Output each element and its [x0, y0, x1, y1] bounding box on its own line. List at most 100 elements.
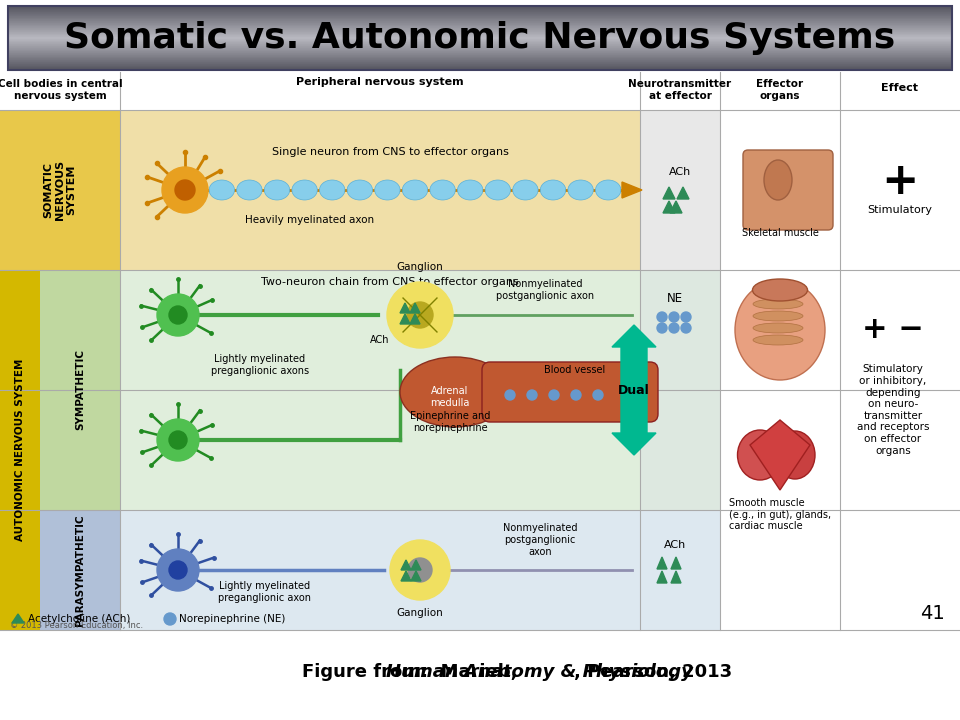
Ellipse shape [513, 180, 539, 200]
Ellipse shape [400, 357, 510, 427]
Ellipse shape [737, 430, 782, 480]
Polygon shape [671, 571, 681, 583]
Polygon shape [401, 560, 411, 570]
Text: Figure from:  Marieb,: Figure from: Marieb, [302, 663, 524, 681]
Circle shape [164, 613, 176, 625]
Ellipse shape [595, 180, 621, 200]
Text: Smooth muscle
(e.g., in gut), glands,
cardiac muscle: Smooth muscle (e.g., in gut), glands, ca… [729, 498, 831, 531]
Ellipse shape [753, 335, 803, 345]
Polygon shape [657, 557, 667, 569]
Text: 41: 41 [921, 604, 945, 623]
Polygon shape [622, 182, 642, 198]
Bar [640, 110, 720, 270]
Polygon shape [410, 303, 420, 313]
Circle shape [162, 167, 208, 213]
Ellipse shape [540, 180, 565, 200]
Text: Adrenal
medulla: Adrenal medulla [430, 386, 469, 408]
Bar [640, 510, 720, 630]
Bar [40, 510, 120, 630]
Ellipse shape [237, 180, 262, 200]
FancyArrow shape [612, 390, 656, 455]
Ellipse shape [735, 280, 825, 380]
Polygon shape [410, 314, 420, 324]
Ellipse shape [264, 180, 290, 200]
Circle shape [657, 323, 667, 333]
Text: Ganglion: Ganglion [396, 608, 444, 618]
Text: Human Anatomy & Physiology: Human Anatomy & Physiology [386, 663, 693, 681]
Bar [0, 270, 40, 630]
Polygon shape [677, 187, 689, 199]
Text: ACh: ACh [669, 167, 691, 177]
Ellipse shape [753, 311, 803, 321]
Text: Two-neuron chain from CNS to effector organs: Two-neuron chain from CNS to effector or… [261, 277, 518, 287]
Polygon shape [750, 420, 810, 490]
Bar [40, 270, 120, 510]
Circle shape [657, 312, 667, 322]
Text: Neurotransmitter
at effector: Neurotransmitter at effector [629, 79, 732, 101]
Text: ACh: ACh [664, 540, 686, 550]
Circle shape [571, 390, 581, 400]
Text: Stimulatory
or inhibitory,
depending
on neuro-
transmitter
and receptors
on effe: Stimulatory or inhibitory, depending on … [856, 364, 929, 456]
Text: NE: NE [667, 292, 684, 305]
Circle shape [669, 312, 679, 322]
Text: , Pearson, 2013: , Pearson, 2013 [574, 663, 732, 681]
Circle shape [390, 540, 450, 600]
Circle shape [549, 390, 559, 400]
Polygon shape [671, 557, 681, 569]
Text: Somatic vs. Autonomic Nervous Systems: Somatic vs. Autonomic Nervous Systems [64, 21, 896, 55]
Ellipse shape [209, 180, 234, 200]
Text: Lightly myelinated
preganglionic axons: Lightly myelinated preganglionic axons [211, 354, 309, 376]
Text: PARASYMPATHETIC: PARASYMPATHETIC [75, 514, 85, 626]
Bar [0, 70, 960, 630]
Circle shape [387, 282, 453, 348]
Polygon shape [12, 614, 24, 623]
Text: Stimulatory: Stimulatory [868, 205, 932, 215]
Circle shape [169, 306, 187, 324]
Bar [640, 270, 720, 510]
Bar [0, 110, 120, 270]
Text: + −: + − [862, 315, 924, 344]
Ellipse shape [753, 299, 803, 309]
Text: AUTONOMIC NERVOUS SYSTEM: AUTONOMIC NERVOUS SYSTEM [15, 359, 25, 541]
FancyArrow shape [612, 325, 656, 390]
Bar [8, 6, 952, 70]
Polygon shape [400, 314, 410, 324]
Text: Blood vessel: Blood vessel [544, 365, 606, 375]
FancyBboxPatch shape [482, 362, 658, 422]
Ellipse shape [292, 180, 318, 200]
Ellipse shape [775, 431, 815, 479]
Ellipse shape [348, 180, 372, 200]
Text: Dual: Dual [618, 384, 650, 397]
Ellipse shape [764, 160, 792, 200]
Ellipse shape [402, 180, 428, 200]
Text: ACh: ACh [402, 288, 421, 298]
Circle shape [157, 549, 199, 591]
Circle shape [407, 302, 433, 328]
Text: © 2013 Pearson Education, Inc.: © 2013 Pearson Education, Inc. [10, 621, 143, 630]
Polygon shape [401, 571, 411, 581]
Bar [0, 72, 960, 110]
Circle shape [527, 390, 537, 400]
Ellipse shape [753, 323, 803, 333]
Polygon shape [670, 201, 682, 213]
Text: SOMATIC
NERVOUS
SYSTEM: SOMATIC NERVOUS SYSTEM [43, 160, 77, 220]
Text: Effect: Effect [881, 83, 919, 93]
Ellipse shape [485, 180, 511, 200]
Circle shape [593, 390, 603, 400]
FancyBboxPatch shape [743, 150, 833, 230]
Polygon shape [657, 571, 667, 583]
Text: Ganglion: Ganglion [396, 262, 444, 272]
Text: Cell bodies in central
nervous system: Cell bodies in central nervous system [0, 79, 122, 101]
Circle shape [169, 561, 187, 579]
Circle shape [408, 558, 432, 582]
Circle shape [681, 323, 691, 333]
Text: Heavily myelinated axon: Heavily myelinated axon [246, 215, 374, 225]
Circle shape [157, 294, 199, 336]
Text: Norepinephrine (NE): Norepinephrine (NE) [179, 614, 285, 624]
Text: ACh: ACh [371, 335, 390, 345]
Text: +: + [881, 161, 919, 204]
Text: Single neuron from CNS to effector organs: Single neuron from CNS to effector organ… [272, 147, 509, 157]
Text: SYMPATHETIC: SYMPATHETIC [75, 349, 85, 431]
Text: Skeletal muscle: Skeletal muscle [741, 228, 819, 238]
Bar [120, 270, 640, 510]
